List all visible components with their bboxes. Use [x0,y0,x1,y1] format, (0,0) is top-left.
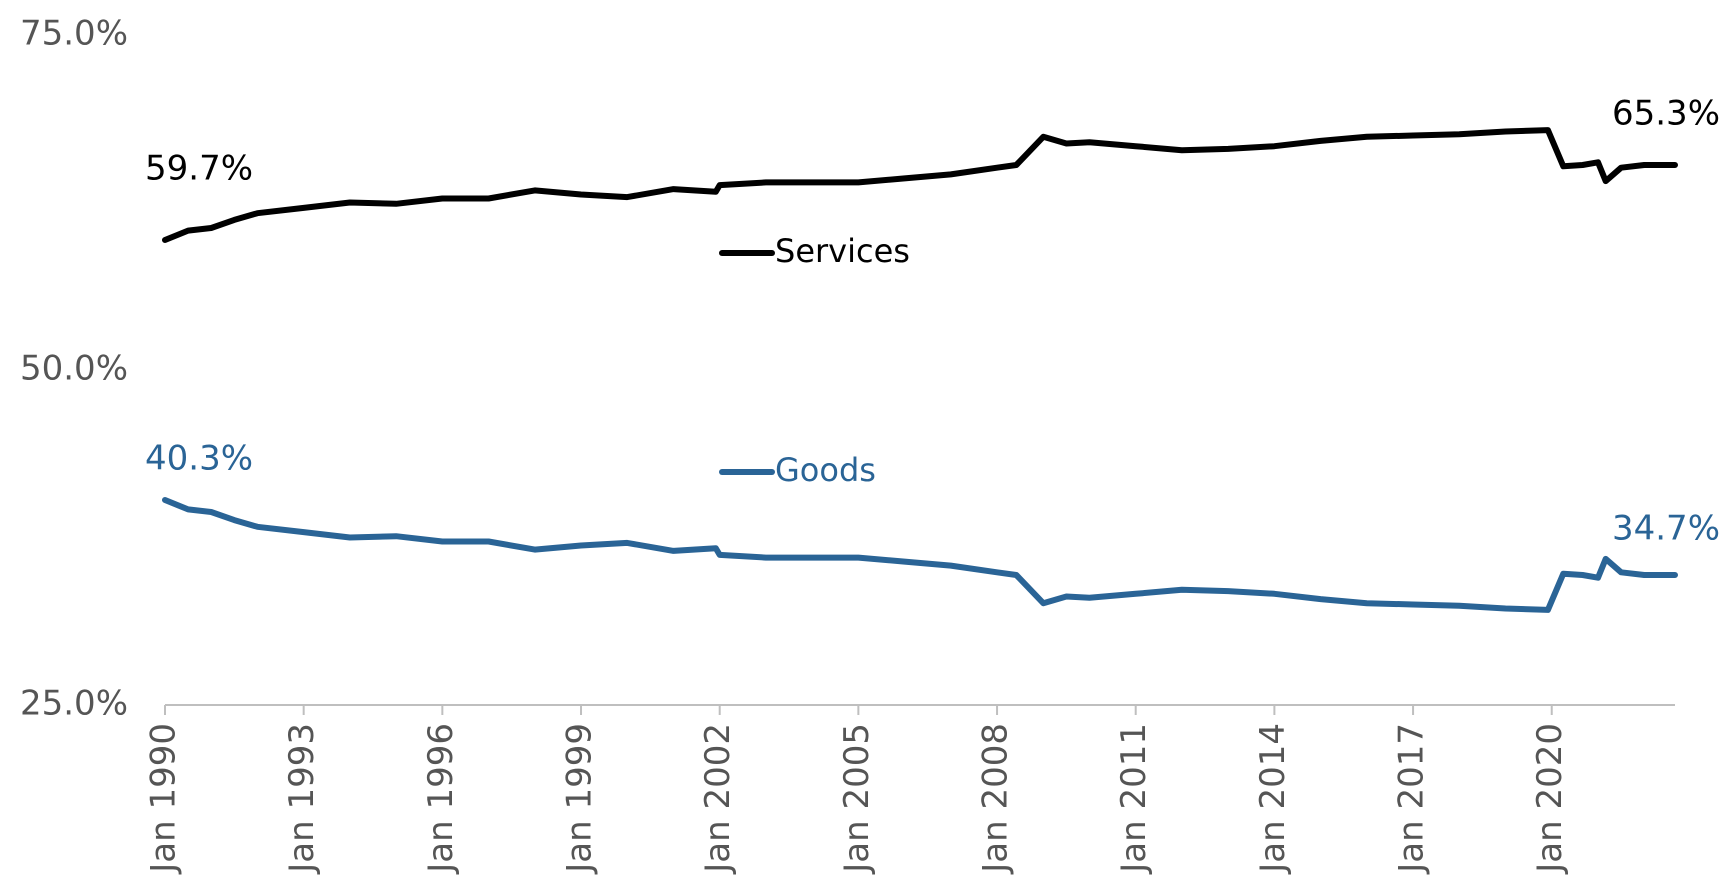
legend-label: Services [775,232,910,270]
y-tick-label: 25.0% [20,684,128,724]
x-tick-label: Jan 1993 [282,723,322,875]
x-tick-label: Jan 2008 [976,723,1016,875]
x-axis: Jan 1990 Jan 1993 Jan 1996 Jan 1999 Jan 2002… [144,704,1675,875]
y-tick-label: 50.0% [20,349,128,389]
x-tick-label: Jan 2002 [698,723,738,875]
data-label: 40.3% [145,438,253,478]
x-tick-label: Jan 2020 [1530,723,1570,875]
x-tick-label: Jan 2005 [837,723,877,875]
x-tick-label: Jan 2011 [1114,723,1154,875]
x-tick-label: Jan 1990 [144,723,184,875]
series-line-goods [162,497,1678,613]
x-tick-label: Jan 2014 [1253,723,1293,875]
y-axis: 25.0% 50.0% 75.0% [20,14,128,724]
legend-label: Goods [775,451,876,489]
data-label: 65.3% [1612,93,1720,133]
x-tick-label: Jan 1996 [421,723,461,875]
data-labels: 59.7% 65.3% 40.3% 34.7% [145,93,1720,548]
data-label: 34.7% [1612,509,1720,549]
series-line-services [162,127,1678,243]
y-tick-label: 75.0% [20,14,128,54]
plot-area [162,127,1678,613]
legend: Services Goods [719,232,910,489]
data-label: 59.7% [145,149,253,189]
x-tick-label: Jan 1999 [560,723,600,875]
x-tick-label: Jan 2017 [1392,723,1432,875]
